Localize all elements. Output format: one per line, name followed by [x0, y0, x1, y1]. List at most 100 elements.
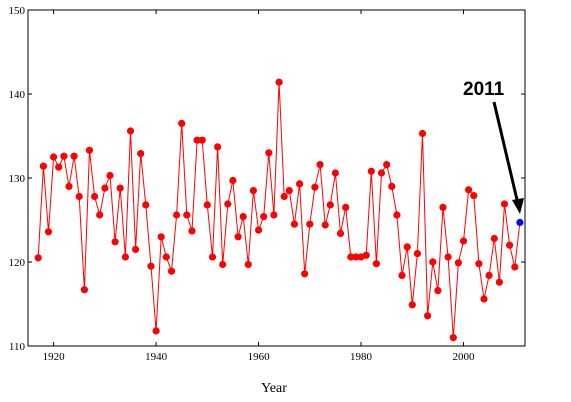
data-point — [429, 258, 437, 266]
data-point — [311, 183, 319, 191]
data-point — [418, 129, 427, 138]
data-point — [188, 227, 196, 235]
x-axis-label: Year — [261, 381, 287, 396]
data-point — [459, 237, 468, 245]
data-point — [244, 260, 252, 269]
data-point — [275, 78, 283, 86]
data-point — [44, 228, 53, 236]
data-point — [219, 260, 227, 269]
data-points — [34, 78, 524, 342]
data-point — [265, 149, 273, 157]
data-point — [336, 229, 345, 237]
data-point — [126, 127, 135, 135]
annotation-2011: 2011 — [463, 79, 524, 214]
data-point — [55, 163, 63, 171]
data-point — [326, 201, 334, 209]
annotation-arrow-line — [492, 101, 520, 205]
data-point — [296, 180, 304, 188]
data-point-highlight — [516, 218, 524, 227]
data-point — [167, 267, 176, 275]
data-point — [306, 220, 314, 228]
data-point — [75, 192, 83, 201]
x-tick-label-1980: 1980 — [350, 351, 373, 363]
data-point — [403, 243, 411, 251]
data-point — [377, 169, 386, 177]
data-point — [147, 262, 155, 270]
y-tick-label-120: 120 — [9, 257, 26, 269]
data-point — [106, 171, 114, 180]
data-point — [408, 301, 416, 309]
x-axis: 1920 1940 1960 1980 2000 — [43, 10, 475, 363]
data-point — [470, 192, 478, 200]
data-point — [480, 295, 488, 303]
data-point — [449, 334, 457, 342]
data-point — [352, 253, 360, 261]
annotation-arrow-head — [512, 198, 524, 214]
data-point — [290, 220, 298, 228]
data-point — [511, 263, 519, 271]
y-tick-label-150: 150 — [9, 5, 26, 17]
data-point — [183, 211, 191, 219]
data-point — [495, 278, 503, 286]
data-point — [255, 226, 263, 234]
data-point — [229, 176, 237, 185]
data-point — [91, 192, 99, 201]
data-point — [137, 150, 145, 158]
data-point — [321, 221, 329, 229]
data-point — [362, 251, 370, 259]
x-tick-label-1940: 1940 — [145, 351, 168, 363]
x-tick-label-1920: 1920 — [43, 351, 66, 363]
x-tick-label-2000: 2000 — [453, 351, 476, 363]
data-point — [208, 253, 217, 261]
data-point — [39, 162, 48, 170]
data-point — [372, 260, 380, 268]
data-point — [301, 270, 309, 278]
data-point — [475, 260, 483, 268]
data-point — [193, 136, 201, 144]
data-point — [234, 233, 242, 241]
data-point — [285, 187, 293, 195]
data-point — [80, 286, 88, 294]
data-point — [50, 153, 58, 161]
data-point — [116, 184, 124, 192]
data-point — [70, 152, 78, 160]
y-tick-label-110: 110 — [9, 341, 26, 353]
data-point — [157, 233, 165, 241]
data-point — [152, 327, 160, 335]
data-point — [413, 250, 421, 258]
data-point — [260, 213, 268, 221]
data-point — [65, 182, 73, 190]
data-point — [60, 152, 68, 160]
data-point — [383, 161, 391, 169]
data-point — [506, 241, 514, 249]
data-point — [85, 146, 94, 154]
x-tick-label-1960: 1960 — [248, 351, 271, 363]
data-point — [465, 186, 473, 194]
data-point — [101, 184, 109, 192]
data-point — [347, 253, 355, 261]
data-point — [342, 203, 350, 211]
data-point — [316, 161, 324, 169]
data-point — [500, 200, 509, 208]
data-point — [34, 254, 42, 262]
data-point — [393, 211, 401, 219]
data-point — [270, 211, 278, 219]
data-point — [96, 211, 104, 219]
data-point — [239, 213, 247, 221]
y-tick-label-130: 130 — [9, 173, 26, 185]
data-point — [224, 200, 232, 208]
data-point — [424, 312, 432, 320]
data-point — [173, 211, 181, 219]
data-point — [162, 253, 170, 261]
data-point — [444, 253, 452, 261]
data-point — [203, 201, 211, 209]
data-point — [198, 136, 206, 144]
data-point — [178, 119, 186, 127]
data-point — [249, 187, 257, 195]
data-point — [398, 271, 406, 279]
data-point — [439, 203, 447, 211]
data-point — [142, 201, 150, 209]
data-point — [367, 167, 375, 175]
data-point — [331, 169, 339, 177]
